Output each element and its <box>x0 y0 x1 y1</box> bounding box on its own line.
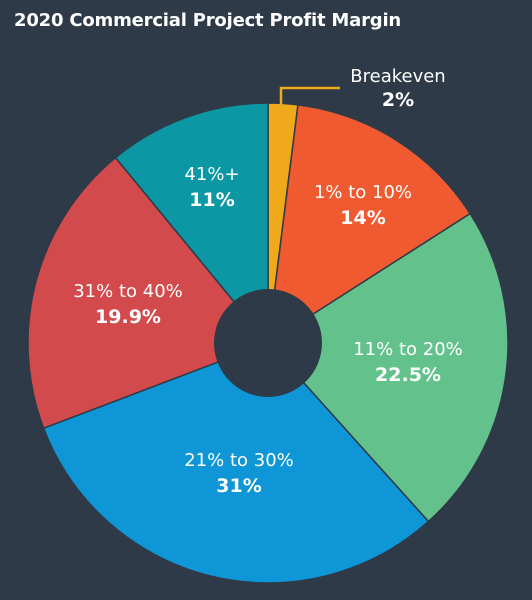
slice-21-to-30 <box>42 342 430 584</box>
slice-41 <box>114 102 269 346</box>
donut-hole <box>214 289 322 397</box>
slice-label-41: 41%+ <box>184 164 239 185</box>
slice-label-21-to-30: 21% to 30% <box>184 450 294 471</box>
slices-group <box>27 102 509 584</box>
chart-title: 2020 Commercial Project Profit Margin <box>14 10 402 31</box>
slice-value-31-to-40: 19.9% <box>95 306 161 328</box>
slice-label-11-to-20: 11% to 20% <box>353 339 463 360</box>
slice-31-to-40 <box>27 156 270 430</box>
slice-label-31-to-40: 31% to 40% <box>73 281 183 302</box>
slice-label-breakeven: Breakeven <box>350 66 445 87</box>
slice-value-11-to-20: 22.5% <box>375 364 441 386</box>
slice-value-21-to-30: 31% <box>216 475 261 497</box>
slice-11-to-20 <box>266 212 509 523</box>
leader-line-breakeven <box>279 86 340 106</box>
slice-value-41: 11% <box>189 189 234 211</box>
slice-value-breakeven: 2% <box>382 89 414 111</box>
slice-value-1-to-10: 14% <box>340 207 385 229</box>
slice-label-1-to-10: 1% to 10% <box>314 182 412 203</box>
slice-1-to-10 <box>267 104 472 345</box>
